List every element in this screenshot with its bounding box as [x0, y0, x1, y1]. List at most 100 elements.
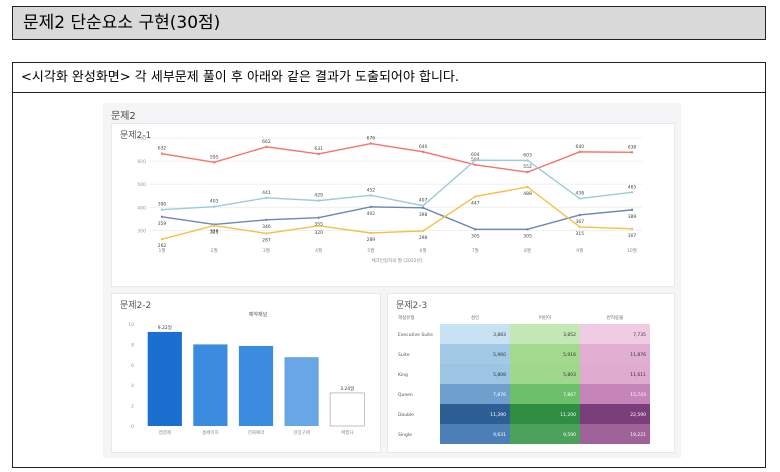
- data-label: 289: [367, 237, 376, 243]
- data-point: [474, 158, 477, 162]
- data-label: 676: [367, 136, 376, 142]
- cell-value: 7,876: [493, 392, 506, 398]
- data-point: [526, 185, 529, 189]
- data-point: [369, 194, 373, 197]
- heatmap-cell: [440, 384, 510, 404]
- data-point: [317, 224, 320, 228]
- data-point: [265, 232, 268, 235]
- y-tick-label: 500: [137, 182, 146, 188]
- data-point: [526, 159, 529, 162]
- row-header-label: 객실유형: [398, 314, 415, 321]
- data-point: [213, 224, 216, 227]
- heatmap-cell: [580, 424, 650, 444]
- row-label: Queen: [398, 392, 413, 398]
- data-point: [421, 206, 425, 209]
- data-label: 447: [471, 200, 480, 206]
- x-tick-label: 10월: [627, 247, 637, 254]
- y-tick-label: 10: [128, 322, 134, 328]
- data-point: [213, 161, 216, 164]
- data-point: [421, 229, 425, 233]
- data-point: [526, 228, 529, 231]
- data-label: 307: [628, 233, 637, 239]
- cell-value: 9,631: [493, 432, 506, 438]
- instruction-text: <시각화 완성화면> 각 세부문제 풀이 후 아래와 같은 결과가 도출되어야 …: [13, 63, 765, 93]
- data-point: [160, 208, 164, 211]
- y-tick-label: 6: [131, 363, 134, 369]
- bar-chart-card: 문제2-2 예약채널 0 2 4 6 8 10 앱결제 9.22일 홈페이지 전화예약 현장구매 여행사…: [111, 293, 381, 453]
- data-point: [369, 142, 373, 145]
- data-label: 305: [523, 233, 532, 239]
- y-tick-label: 4: [131, 383, 134, 389]
- heatmap-cell: [580, 324, 650, 344]
- heatmap-cell: [510, 344, 580, 364]
- heatmap-cell: [440, 404, 510, 424]
- heatmap-cell: [440, 344, 510, 364]
- data-point: [317, 152, 320, 156]
- data-label: 452: [367, 187, 376, 193]
- y-tick-label: 700: [137, 136, 146, 142]
- data-point: [474, 228, 477, 231]
- heatmap-cell: [580, 344, 650, 364]
- dashboard-screenshot: 문제2 문제2-1 300 400 500 600 700 1월 2월 3월 4월 5월 6월 7월 8…: [103, 103, 681, 458]
- line-chart-title: 문제2-1: [120, 131, 152, 141]
- y-tick-label: 8: [131, 342, 134, 348]
- heatmap-card: 문제2-3 객실유형 성인 어린이 반려동물 Executive Suite 3,883 3…: [387, 293, 675, 453]
- data-point: [160, 152, 164, 155]
- heatmap-cell: [580, 404, 650, 424]
- data-label: 287: [262, 237, 271, 243]
- data-label: 429: [314, 193, 323, 199]
- x-tick-label: 앱결제: [159, 429, 171, 436]
- data-label: 438: [575, 191, 584, 197]
- cell-value: 5,808: [493, 372, 506, 378]
- data-point: [317, 199, 320, 202]
- data-point: [265, 145, 268, 148]
- data-point: [526, 171, 529, 174]
- bar-chart-title: 문제2-2: [120, 301, 152, 311]
- bar: [329, 392, 365, 427]
- data-label: 631: [314, 146, 323, 152]
- bar-legend-title: 예약채널: [249, 311, 268, 318]
- cell-value: 11,611: [630, 372, 646, 378]
- data-label: 315: [575, 231, 584, 237]
- x-tick-label: 6월: [420, 247, 427, 254]
- x-tick-label: 전화예약: [248, 429, 265, 436]
- cell-value: 11,390: [490, 412, 506, 418]
- x-tick-label: 홈페이지: [202, 429, 219, 436]
- data-label: 640: [419, 144, 428, 150]
- x-tick-label: 4월: [315, 247, 322, 254]
- data-point: [630, 151, 634, 154]
- bar: [284, 357, 319, 426]
- data-point: [369, 205, 373, 209]
- bar: [147, 331, 182, 426]
- x-tick-label: 9월: [576, 247, 583, 254]
- data-point: [213, 205, 216, 208]
- data-label: 3.24일: [340, 385, 354, 392]
- data-point: [317, 216, 320, 219]
- cell-value: 7,867: [563, 392, 576, 398]
- data-point: [630, 227, 634, 231]
- data-label: 320: [314, 230, 323, 236]
- data-point: [578, 213, 581, 217]
- heatmap-cell: [510, 424, 580, 444]
- data-point: [630, 191, 634, 194]
- data-label: 403: [210, 199, 219, 205]
- data-label: 262: [158, 243, 167, 249]
- column-header: 반려동물: [607, 314, 624, 321]
- data-label: 305: [471, 233, 480, 239]
- data-label: 488: [523, 191, 532, 197]
- data-label: 595: [210, 154, 219, 160]
- heatmap-cell: [580, 384, 650, 404]
- bar: [238, 345, 274, 426]
- data-point: [474, 195, 477, 198]
- data-point: [578, 225, 581, 229]
- series-line: [161, 186, 633, 240]
- series-line: [161, 206, 633, 230]
- data-point: [160, 215, 164, 219]
- x-axis-label: 체크인일자의 월 [2022년]: [372, 257, 423, 264]
- section-title: 문제2 단순요소 구현(30점): [12, 6, 766, 40]
- row-label: King: [398, 372, 408, 378]
- answer-frame: <시각화 완성화면> 각 세부문제 풀이 후 아래와 같은 결과가 도출되어야 …: [12, 62, 766, 468]
- data-label: 9.22일: [158, 324, 172, 331]
- data-label: 465: [628, 184, 637, 190]
- data-label: 398: [419, 212, 428, 218]
